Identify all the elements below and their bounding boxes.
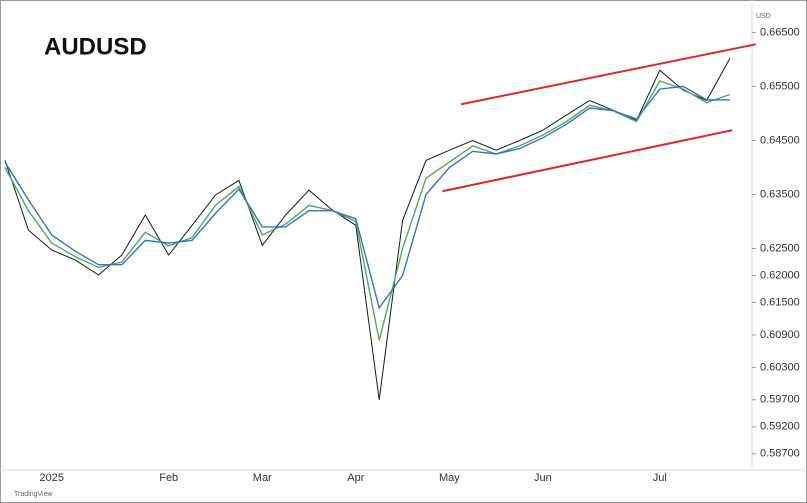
x-tick-label: May xyxy=(439,472,460,484)
trend-line xyxy=(460,43,756,106)
x-tick-label: Jul xyxy=(653,472,667,484)
x-tick-label: Feb xyxy=(159,472,178,484)
x-tick-label: Jun xyxy=(534,472,552,484)
y-tick-label: 0.62500 xyxy=(760,242,800,254)
y-tick-label: 0.65500 xyxy=(760,80,800,92)
unit-label: USD xyxy=(756,13,771,20)
y-tick-label: 0.62000 xyxy=(760,269,800,281)
chart-title: AUDUSD xyxy=(44,33,147,60)
y-tick-label: 0.59700 xyxy=(760,394,800,406)
y-tick-label: 0.58700 xyxy=(760,448,800,460)
y-tick-label: 0.60300 xyxy=(760,361,800,373)
brand: TradingView xyxy=(14,491,53,498)
y-tick-label: 0.61500 xyxy=(760,296,800,308)
y-tick-label: 0.63500 xyxy=(760,188,800,200)
y-tick-label: 0.59200 xyxy=(760,421,800,433)
x-tick-label: 2025 xyxy=(40,472,64,484)
y-tick-label: 0.64500 xyxy=(760,134,800,146)
x-tick-label: Apr xyxy=(347,472,364,484)
y-tick-label: 0.66500 xyxy=(760,26,800,38)
trend-line xyxy=(442,129,733,193)
series-line xyxy=(4,85,730,310)
series-line xyxy=(4,58,731,400)
x-tick-label: Mar xyxy=(253,472,272,484)
y-tick-label: 0.60900 xyxy=(760,329,800,341)
